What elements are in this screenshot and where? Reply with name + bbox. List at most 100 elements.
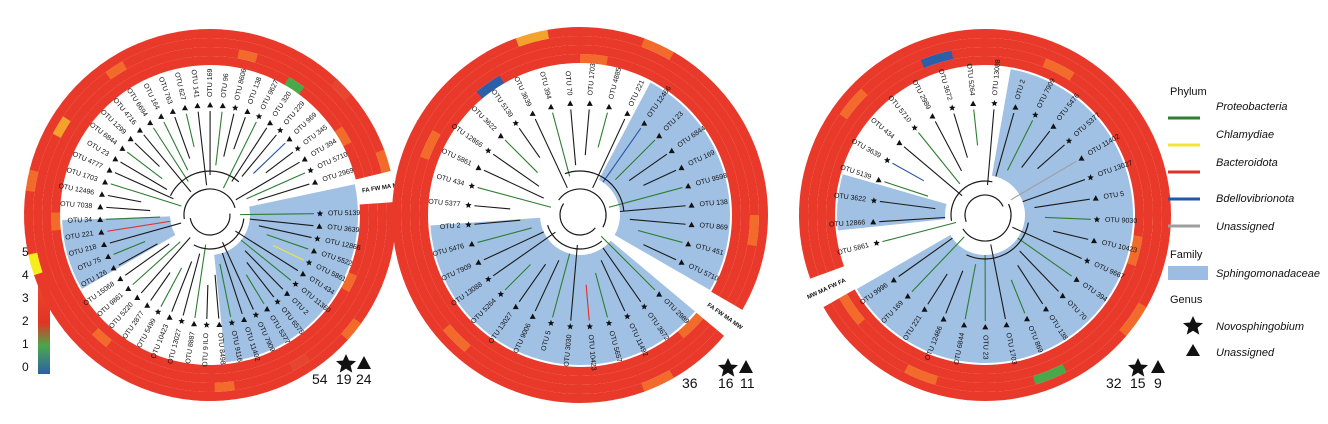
triangle-icon [678, 259, 685, 265]
heatmap-cell [1049, 41, 1085, 66]
heatmap-cell [814, 108, 840, 144]
star-icon [991, 100, 998, 107]
heatmap-cell [1135, 236, 1152, 270]
heatmap-cell [1121, 111, 1146, 145]
heatmap-cell [47, 154, 62, 177]
heatmap-cell [424, 99, 451, 130]
heatmap-cell [432, 294, 457, 325]
star-icon [228, 319, 236, 326]
star-icon [232, 104, 239, 111]
heatmap-cell [219, 38, 242, 50]
heatmap-cell [330, 78, 353, 101]
triangle-icon [357, 356, 371, 369]
heatmap-cell [173, 379, 196, 392]
heatmap-cell [719, 130, 741, 161]
heatmap-cell [839, 87, 869, 120]
heatmap-cell [1128, 105, 1154, 142]
star-icon [485, 147, 492, 154]
heatmap-cell [95, 79, 117, 99]
otu-label: OTU 5139 [328, 210, 360, 217]
otu-label: OTU 8498 [216, 332, 226, 365]
otu-label: OTU 3622 [470, 105, 498, 133]
colorbar-tick: 4 [22, 268, 29, 282]
tree-branch [174, 116, 191, 159]
heatmap-cell [458, 351, 491, 378]
colorbar-tick: 5 [22, 245, 29, 259]
heatmap-cell [966, 391, 1004, 401]
heatmap-cell [911, 348, 944, 368]
heatmap-cell [913, 32, 951, 52]
heatmap-cell [839, 293, 865, 326]
heatmap-cell [1113, 116, 1138, 149]
heatmap-cell [1069, 72, 1101, 100]
heatmap-cell [134, 367, 158, 384]
heatmap-cell [428, 266, 449, 296]
triangle-icon [244, 108, 251, 114]
heatmap-cell [1105, 79, 1137, 112]
triangle-icon [1003, 321, 1010, 328]
heatmap-cell [234, 386, 258, 400]
heatmap-cell [861, 66, 894, 95]
heatmap-cell [939, 358, 972, 374]
triangle-icon [106, 167, 113, 173]
tree-branch [643, 244, 677, 261]
heatmap-cell [808, 208, 820, 243]
heatmap-cell [580, 45, 611, 57]
heatmap-cell [810, 240, 828, 276]
heatmap-cell [101, 86, 122, 106]
triangle-icon [567, 100, 574, 106]
heatmap-cell [153, 374, 177, 389]
legend-phylum-label: Bdellovibrionota [1216, 193, 1294, 205]
tree-internal-branch [966, 222, 1029, 260]
heatmap-cell [342, 121, 360, 144]
tree-branch [143, 134, 192, 193]
heatmap-cell [1077, 312, 1106, 341]
heatmap-cell [1093, 92, 1122, 123]
heatmap-cell [968, 373, 1002, 383]
star-icon [1087, 174, 1094, 181]
heatmap-cell [1088, 324, 1120, 355]
heatmap-cell [799, 207, 811, 245]
triangle-icon [136, 127, 143, 133]
heatmap-cell [428, 133, 449, 164]
tree-internal-branch [558, 188, 607, 228]
heatmap-cell [276, 52, 299, 70]
heatmap-cell [24, 189, 35, 213]
heatmap-cell [1152, 239, 1170, 276]
tree-branch [252, 142, 286, 174]
heatmap-cell [882, 42, 919, 68]
triangle-icon [127, 135, 134, 142]
heatmap-cell [117, 43, 142, 62]
heatmap-cell [357, 221, 369, 242]
tree-branch [552, 112, 571, 177]
triangle-icon [890, 276, 897, 283]
triangle-icon [961, 322, 968, 328]
legend: Phylum Proteobacteria Chlamydiae Bactero… [1168, 86, 1320, 359]
heatmap-cell [524, 357, 554, 374]
heatmap-cell [403, 243, 421, 277]
heatmap-cell [364, 260, 381, 284]
tree-branch [132, 241, 181, 286]
heatmap-cell [608, 374, 642, 392]
heatmap-cell [412, 156, 429, 188]
tree-internal-branch [193, 218, 245, 250]
star-icon [292, 280, 299, 287]
heatmap-cell [831, 298, 859, 331]
heatmap-cell [263, 347, 285, 364]
heatmap-cell [59, 262, 75, 284]
heatmap-cell [394, 149, 413, 184]
heatmap-cell [499, 63, 529, 84]
heatmap-cell [78, 340, 101, 362]
heatmap-cell [826, 178, 839, 211]
star-icon [468, 182, 476, 189]
heatmap-cell [392, 181, 404, 215]
tree-internal-branch [169, 170, 240, 196]
heatmap-cell [239, 40, 262, 55]
heatmap-cell [411, 124, 434, 157]
otu-label: OTU 5139 [489, 88, 513, 119]
heatmap-cell [947, 29, 984, 42]
heatmap-cell [934, 376, 970, 392]
heatmap-cell [112, 365, 136, 384]
triangle-icon [970, 100, 977, 107]
